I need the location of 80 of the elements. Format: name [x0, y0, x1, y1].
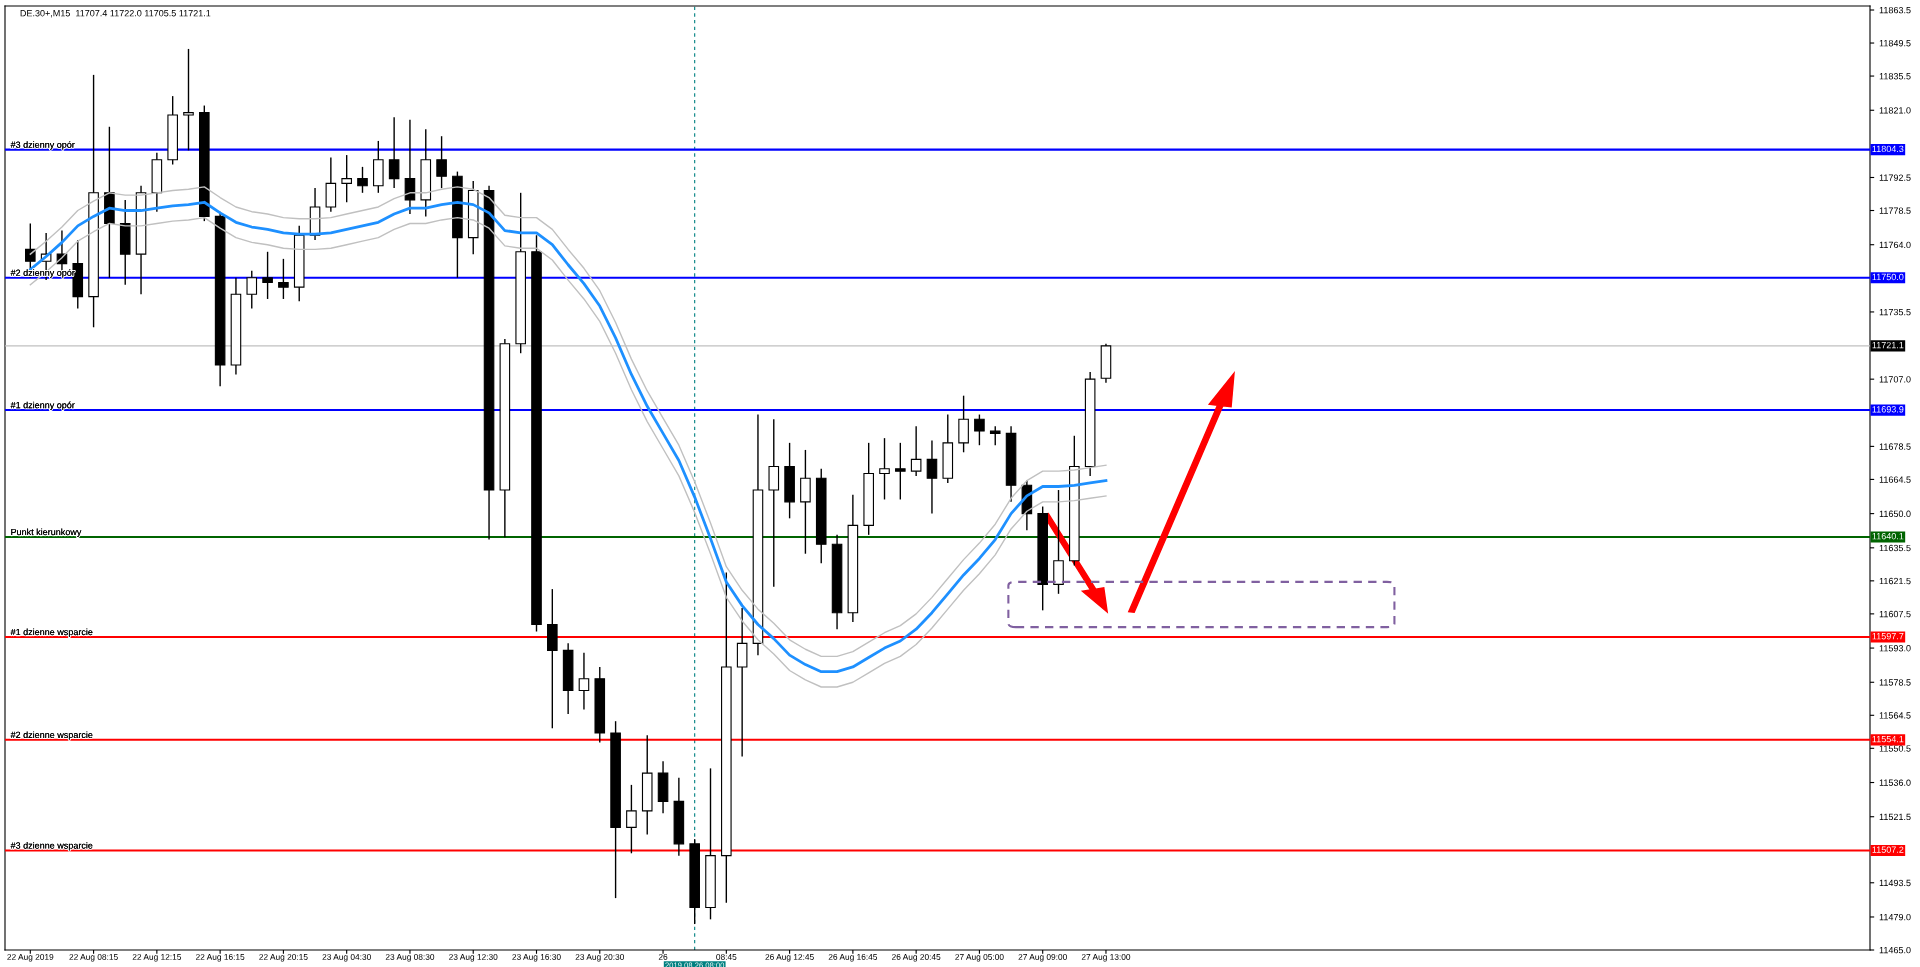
x-tick-label: 22 Aug 12:15 [132, 954, 182, 962]
candlestick [958, 394, 969, 453]
candlestick [910, 425, 922, 477]
x-tick-label: 08:45 [716, 954, 737, 960]
ref-line-label: 11804.3 [1872, 145, 1904, 153]
x-tick-label: 27 Aug 05:00 [955, 954, 1004, 962]
y-tick-label: 11863.5 [1879, 6, 1911, 14]
y-tick-label: 11650.0 [1879, 510, 1911, 517]
annotation: #2 dzienne wsparcie [10, 731, 93, 740]
ref-line-label: 11750.0 [1872, 273, 1904, 281]
annotation: #3 dzienny opór [10, 141, 75, 150]
y-tick-label: 11536.0 [1879, 779, 1911, 786]
candlestick [768, 418, 780, 588]
annotation: #1 dzienny opór [10, 401, 75, 411]
x-tick-label: 26 [658, 954, 668, 960]
annotation: Punkt kierunkowy [11, 528, 82, 537]
candlestick [895, 442, 906, 501]
y-tick-label: 11593.0 [1879, 645, 1911, 652]
x-tick-label: 23 Aug 16:30 [512, 954, 561, 962]
ref-line-label: 11507.2 [1872, 846, 1904, 853]
y-tick-label: 11479.0 [1879, 913, 1911, 921]
candlestick [262, 251, 273, 300]
x-tick-label: 23 Aug 08:30 [385, 954, 435, 962]
y-tick-label: 11578.5 [1879, 679, 1911, 686]
x-tick-label: 26 Aug 12:45 [765, 954, 814, 962]
y-tick-label: 11835.5 [1879, 73, 1911, 80]
candlestick [246, 269, 258, 310]
y-tick-label: 11821.0 [1879, 107, 1911, 114]
y-tick-label: 11678.5 [1879, 443, 1911, 450]
y-tick-label: 11778.5 [1879, 207, 1911, 214]
candlestick [388, 116, 400, 189]
x-tick-label: 23 Aug 04:30 [322, 954, 371, 962]
y-tick-label: 11564.5 [1879, 712, 1911, 719]
candlestick [436, 135, 447, 189]
annotation: #1 dzienne wsparcie [10, 628, 93, 637]
candlestick [341, 154, 352, 203]
x-tick-label: 22 Aug 2019 [7, 954, 54, 962]
y-tick-label: 11550.5 [1879, 745, 1911, 752]
candlestick [357, 166, 368, 194]
candlestick [578, 652, 590, 711]
annotation: #3 dzienne wsparcie [10, 842, 93, 851]
x-tick-label: 27 Aug 09:00 [1018, 954, 1067, 962]
candlestick [626, 784, 637, 854]
candlestick [974, 413, 985, 446]
ref-line-label: 11597.7 [1872, 633, 1904, 640]
x-tick-label: 26 Aug 16:45 [828, 954, 878, 962]
y-tick-label: 11635.5 [1879, 544, 1911, 552]
y-tick-label: 11621.5 [1879, 577, 1911, 585]
x-tick-label: 27 Aug 13:00 [1081, 954, 1131, 962]
candlestick [404, 119, 416, 215]
candlestick [926, 439, 938, 515]
y-tick-label: 11465.0 [1879, 946, 1911, 954]
candlestick [278, 258, 289, 300]
y-tick-label: 11735.5 [1879, 308, 1911, 316]
y-tick-label: 11707.0 [1879, 376, 1911, 383]
y-tick-label: 11664.5 [1879, 476, 1911, 483]
y-tick-label: 11493.5 [1879, 879, 1911, 887]
candlestick [879, 437, 890, 501]
y-tick-label: 11521.5 [1879, 813, 1911, 821]
candlestick [183, 48, 194, 152]
candlestick [736, 607, 748, 758]
ref-line-label: 11693.9 [1872, 406, 1904, 413]
x-tick-label: 23 Aug 12:30 [449, 954, 498, 962]
x-tick-label: 22 Aug 08:15 [69, 954, 118, 962]
ref-line-label: 11640.1 [1872, 533, 1904, 540]
candlestick [325, 156, 337, 213]
candlestick [800, 449, 811, 555]
y-tick-label: 11849.5 [1879, 40, 1911, 47]
x-tick-label: 22 Aug 20:15 [259, 954, 308, 962]
ref-line-label: 11721.1 [1872, 341, 1904, 349]
candlestick [1053, 489, 1064, 595]
y-tick-label: 11607.5 [1879, 610, 1911, 618]
candlestick [989, 425, 1001, 446]
ref-line-label: 11554.1 [1872, 735, 1904, 743]
x-tick-label: 23 Aug 20:30 [575, 954, 625, 962]
y-tick-label: 11792.5 [1879, 174, 1911, 181]
x-tick-label: 26 Aug 20:45 [892, 954, 941, 962]
x-tick-label: 22 Aug 16:15 [195, 954, 245, 962]
chart-title: DE.30+,M15 11707.4 11722.0 11705.5 11721.1 [20, 10, 211, 18]
y-tick-label: 11764.0 [1879, 241, 1911, 249]
